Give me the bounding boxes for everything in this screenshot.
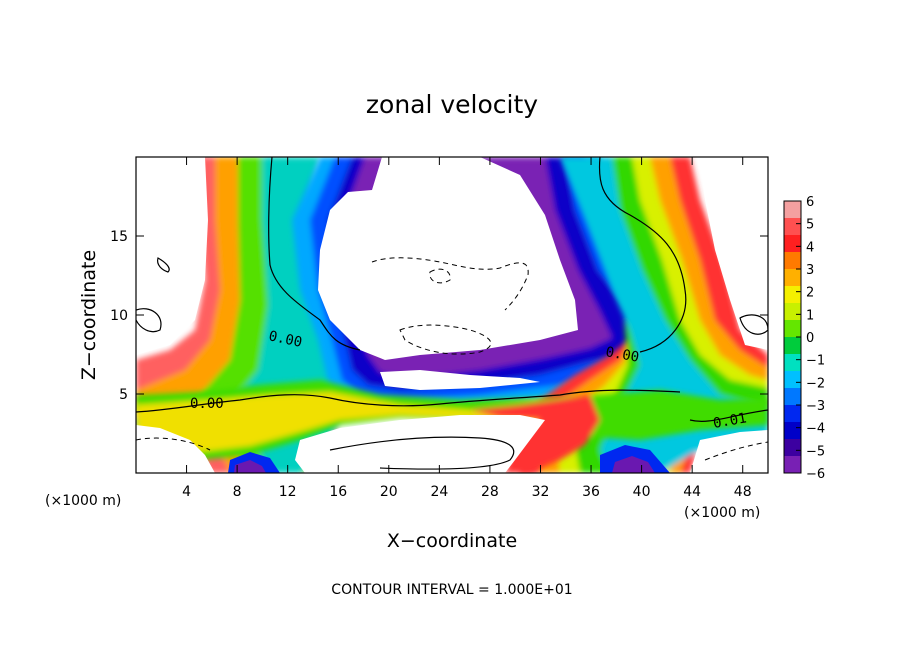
upper-white-core <box>318 157 578 360</box>
upper-white-left <box>136 157 208 355</box>
contour-label: 0.00 <box>267 328 303 351</box>
x-tick-label: 36 <box>582 484 600 500</box>
colorbar-swatch <box>784 303 801 321</box>
colorbar-tick-label: −1 <box>806 354 825 369</box>
x-tick-label: 16 <box>329 484 347 500</box>
y-tick-label: 10 <box>110 308 128 324</box>
colorbar-swatch <box>784 388 801 406</box>
contour-lines <box>136 157 768 470</box>
x-tick-label: 8 <box>233 484 242 500</box>
contour-right-loop <box>739 314 768 335</box>
x-tick-label: 44 <box>683 484 701 500</box>
x-tick-label: 12 <box>279 484 297 500</box>
shear-red-patch <box>470 395 600 473</box>
dashed-contour-upper <box>371 257 529 311</box>
x-tick-label: 4 <box>182 484 191 500</box>
contour-zero-right <box>598 157 687 353</box>
y-axis-label: Z−coordinate <box>78 250 100 380</box>
dashed-contour-loop <box>429 268 451 284</box>
contour-small-loop-2 <box>136 308 162 333</box>
x-tick-label: 48 <box>734 484 752 500</box>
colorbar-tick-label: −5 <box>806 444 825 459</box>
colorbar-swatch <box>784 218 801 236</box>
contour-labels: 0.00 0.00 0.00 0.01 <box>190 328 748 432</box>
velocity-field <box>136 157 768 473</box>
dashed-contour-bottom-left <box>136 437 211 451</box>
x-tick-label: 32 <box>532 484 550 500</box>
colorbar-tick-label: −6 <box>806 467 825 482</box>
lower-white-right <box>690 430 768 473</box>
colorbar-swatch <box>784 320 801 338</box>
contour-zero-lower <box>136 389 681 413</box>
colorbar-tick-label: 0 <box>806 331 814 346</box>
x-unit-right: (×1000 m) <box>684 505 760 521</box>
contour-zero-left <box>268 157 361 351</box>
right-plume-cyan <box>560 157 768 473</box>
colorbar-tick-label: 4 <box>806 240 814 255</box>
colorbar-swatch <box>784 201 801 219</box>
lower-white-center <box>295 415 545 473</box>
lower-white-lens <box>380 370 540 390</box>
colorbar-swatch <box>784 286 801 304</box>
lower-shear-layer <box>136 380 768 473</box>
lower-white-left <box>136 425 215 473</box>
colorbar-tick-label: −3 <box>806 399 825 414</box>
colorbar-tick-label: 1 <box>806 308 814 323</box>
colorbar-swatch <box>784 354 801 372</box>
contour-lower-center <box>329 436 515 470</box>
colorbar-swatch <box>784 405 801 423</box>
x-tick-label: 20 <box>380 484 398 500</box>
colorbar-swatch <box>784 337 801 355</box>
dashed-contours <box>136 257 768 461</box>
colorbar-swatch <box>784 439 801 457</box>
contour-label: 0.00 <box>190 396 224 412</box>
axis-ticks <box>136 157 768 473</box>
x-tick-label: 24 <box>430 484 448 500</box>
colorbar-tick-label: 5 <box>806 218 814 233</box>
colorbar-tick-label: −2 <box>806 376 825 391</box>
x-tick-label: 28 <box>481 484 499 500</box>
colorbar-swatch <box>784 252 801 270</box>
x-unit-left: (×1000 m) <box>45 493 121 509</box>
contour-small-loop-1 <box>157 257 170 273</box>
bottom-purple-patch-1 <box>234 460 266 473</box>
dashed-contour-bottom-right <box>704 441 768 461</box>
y-tick-label: 5 <box>119 387 128 403</box>
contour-lower-right <box>689 409 768 422</box>
colorbar-tick-label: 2 <box>806 286 814 301</box>
dashed-contour-lower <box>399 324 492 355</box>
contour-label: 0.00 <box>604 344 640 366</box>
colorbar-swatch <box>784 456 801 474</box>
colorbar-tick-label: −4 <box>806 422 825 437</box>
colorbar-swatch <box>784 235 801 253</box>
colorbar-swatch <box>784 269 801 287</box>
shear-yellow-band <box>136 392 560 452</box>
colorbar: 6 5 4 3 2 1 0 −1 −2 −3 −4 −5 −6 <box>783 195 825 482</box>
x-tick-label: 40 <box>633 484 651 500</box>
contour-label: 0.01 <box>712 410 748 432</box>
y-tick-label: 15 <box>110 229 128 245</box>
colorbar-swatch <box>784 371 801 389</box>
colorbar-tick-label: 3 <box>806 263 814 278</box>
bottom-purple-patch-2 <box>612 456 655 473</box>
colorbar-swatch <box>784 422 801 440</box>
chart-title: zonal velocity <box>366 90 538 119</box>
x-axis-label: X−coordinate <box>387 530 517 552</box>
colorbar-tick-label: 6 <box>806 195 814 210</box>
plot-area: 0.00 0.00 0.00 0.01 4 8 12 16 20 24 28 32 36 40 44… <box>110 156 769 500</box>
contour-interval-note: CONTOUR INTERVAL = 1.000E+01 <box>331 582 572 598</box>
upper-white-right <box>700 157 768 350</box>
